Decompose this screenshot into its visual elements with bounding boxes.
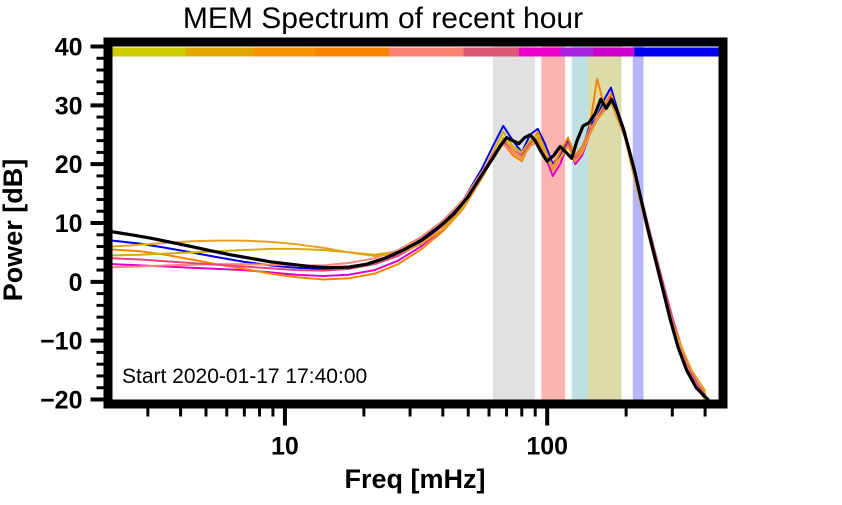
y-tick-label: 40 <box>55 34 83 62</box>
colorbar-segment-2 <box>253 47 316 57</box>
plot-frame <box>103 37 728 409</box>
x-tick-label: 10 <box>271 433 299 461</box>
colorbar-segment-9 <box>634 47 720 57</box>
band-periwinkle <box>632 46 644 400</box>
trace-black-mean <box>112 97 710 400</box>
y-tick-label: 0 <box>69 269 83 297</box>
y-tick-label: −20 <box>40 387 82 415</box>
frequency-colorbar <box>112 47 720 57</box>
colorbar-segment-4 <box>389 47 465 57</box>
colorbar-segment-8 <box>593 47 635 57</box>
x-tick-labels-group: 10 100 <box>271 433 568 461</box>
page-title: MEM Spectrum of recent hour <box>183 2 583 35</box>
y-tick-label: 20 <box>55 151 83 179</box>
colorbar-segment-7 <box>560 47 594 57</box>
y-tick-label: 30 <box>55 92 83 120</box>
axes-frame-rect <box>103 37 728 409</box>
x-tick-label: 100 <box>526 433 568 461</box>
y-tick-label: −10 <box>40 328 82 356</box>
band-pink <box>541 46 566 400</box>
y-tick-labels-group: −20 −10 0 10 20 30 40 <box>40 34 82 415</box>
y-axis-title: Power [dB] <box>0 159 28 302</box>
y-tick-label: 10 <box>55 210 83 238</box>
band-cyan <box>571 46 588 400</box>
colorbar-segment-3 <box>314 47 390 57</box>
start-time-annotation: Start 2020-01-17 17:40:00 <box>122 365 367 388</box>
spectrum-traces-group <box>112 77 710 400</box>
colorbar-segment-6 <box>518 47 561 57</box>
shaded-bands-group <box>492 46 644 400</box>
colorbar-segment-5 <box>463 47 520 57</box>
band-gray <box>492 46 536 400</box>
x-axis-title: Freq [mHz] <box>345 464 486 494</box>
colorbar-segment-1 <box>186 47 255 57</box>
colorbar-segment-0 <box>112 47 187 57</box>
